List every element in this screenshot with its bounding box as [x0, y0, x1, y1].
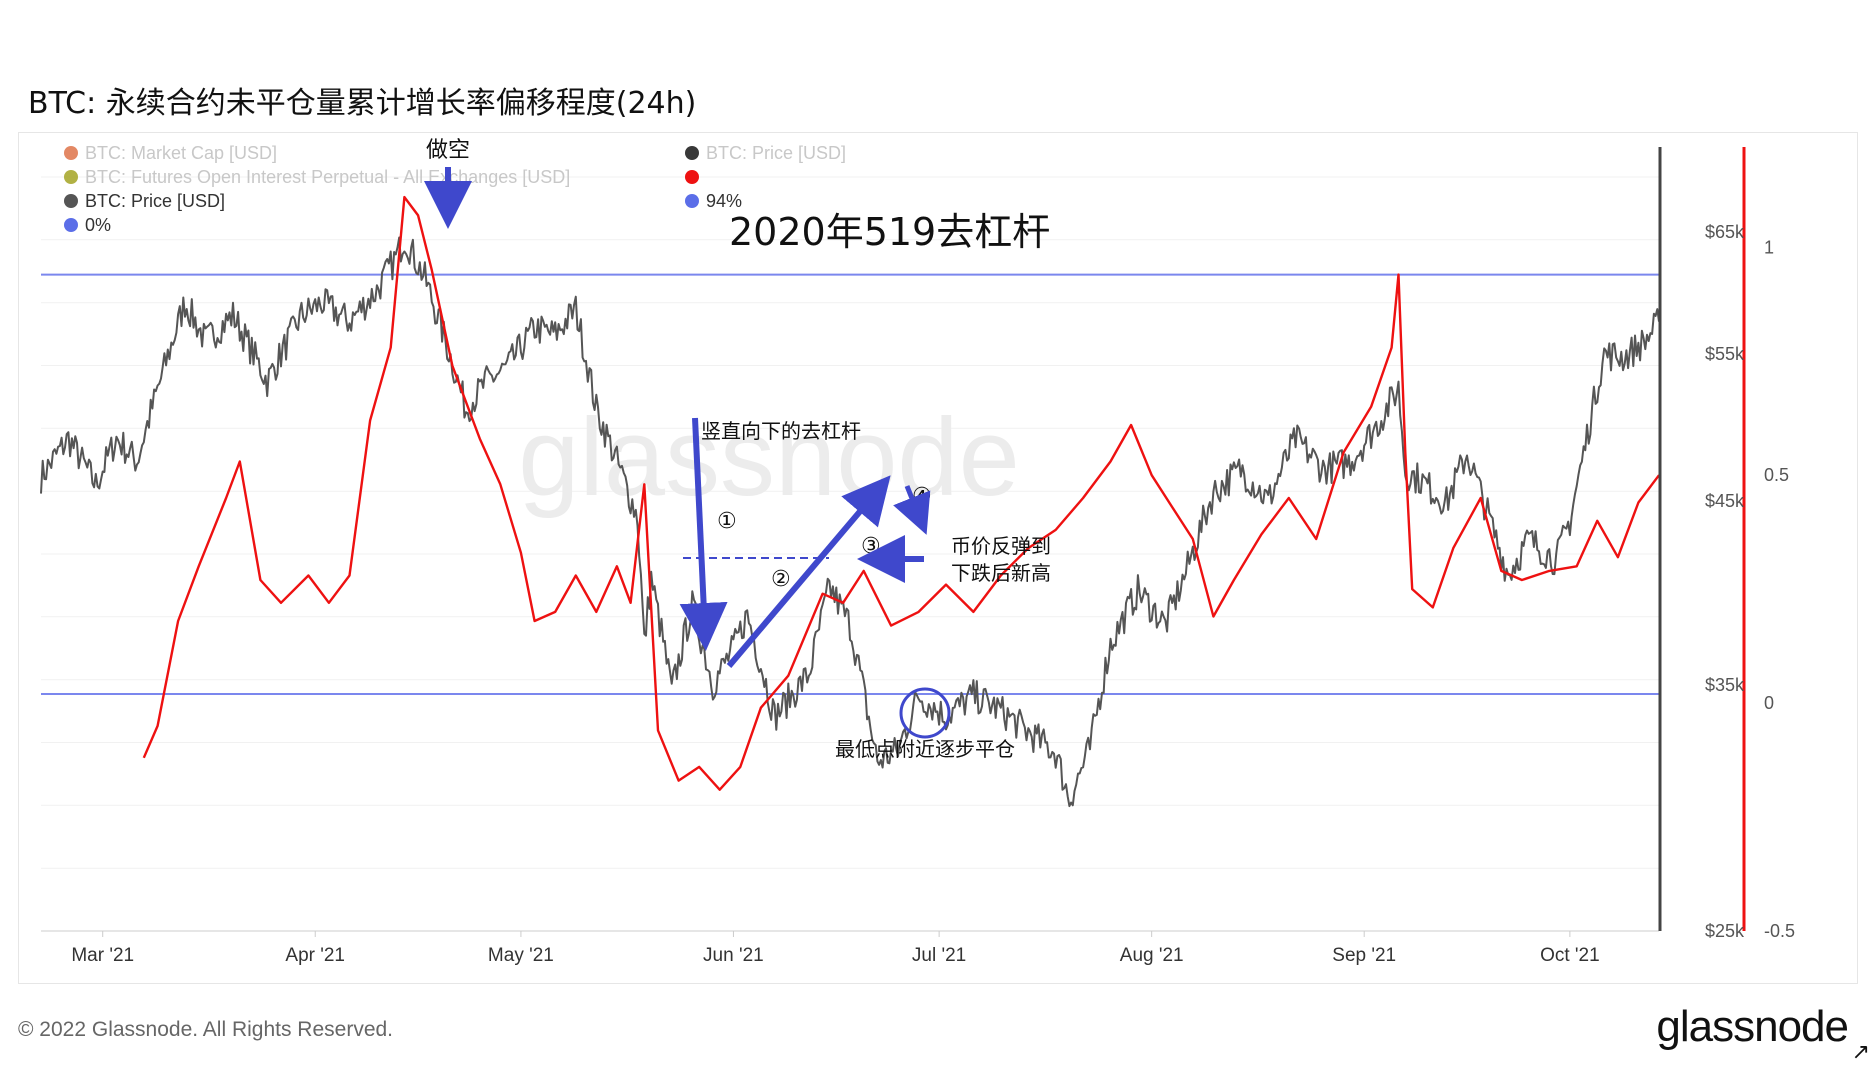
rebound-arrow: [726, 475, 891, 668]
annotations: 做空 2020年519去杠杆 竖直向下的去杠杆 ① ② ③ ④ 币价反弹到 下跌…: [424, 138, 1051, 761]
page-title: BTC: 永续合约未平仓量累计增长率偏移程度(24h): [28, 86, 697, 121]
x-tick-label: Aug '21: [1120, 945, 1184, 966]
circle-4-arrow: [893, 485, 931, 535]
rebound-label-line2: 下跌后新高: [951, 561, 1051, 585]
x-tick-label: Apr '21: [285, 945, 345, 966]
legend-label: 94%: [706, 191, 742, 211]
low-point-circle: [899, 687, 951, 739]
deleverage-2020-label: 2020年519去杠杆: [729, 210, 1050, 254]
legend-swatch: [685, 146, 699, 160]
circle-3-label: ③: [861, 534, 881, 559]
legend-label: BTC: Futures Open Interest Perpetual - A…: [85, 167, 570, 187]
glassnode-logo: glassnode: [1656, 1002, 1849, 1051]
vertical-deleverage-label: 竖直向下的去杠杆: [701, 419, 861, 443]
x-tick-label: May '21: [488, 945, 554, 966]
x-tick-labels: Mar '21 Apr '21 May '21 Jun '21 Jul '21 Aug '…: [71, 931, 1600, 966]
price-tick-labels: $25k $35k $45k $55k $65k: [1705, 222, 1745, 941]
series-line-ratio: [142, 195, 1660, 791]
series-line-price: [40, 236, 1660, 808]
logo-arrow-icon: ↗: [1851, 1040, 1870, 1065]
ratio-tick-label: 1: [1764, 237, 1774, 257]
price-tick-label: $55k: [1705, 344, 1745, 364]
ratio-tick-label: -0.5: [1764, 921, 1795, 941]
chart-panel: glassnode Mar '21 Apr '21 May '21 Jun '21 Ju…: [18, 132, 1858, 984]
x-tick-label: Jul '21: [912, 945, 966, 966]
legend-swatch: [64, 170, 78, 184]
close-near-low-label: 最低点附近逐步平仓: [835, 737, 1015, 761]
legend-label: BTC: Price [USD]: [706, 143, 846, 163]
legend-swatch: [685, 194, 699, 208]
price-tick-label: $45k: [1705, 491, 1745, 511]
chart-svg: glassnode Mar '21 Apr '21 May '21 Jun '21 Ju…: [40, 138, 1795, 966]
circle-1-label: ①: [717, 509, 737, 534]
legend-label: 0%: [85, 215, 111, 235]
x-tick-label: Jun '21: [703, 945, 764, 966]
rebound-label-line1: 币价反弹到: [951, 534, 1051, 558]
grid-lines: [41, 176, 1659, 932]
legend-swatch: [64, 218, 78, 232]
ratio-tick-labels: -0.5 0 0.5 1: [1764, 237, 1795, 941]
watermark: glassnode: [518, 396, 1020, 519]
legend-swatch: [685, 170, 699, 184]
x-tick-label: Mar '21: [71, 945, 134, 966]
circle-2-label: ②: [771, 567, 791, 592]
threshold-lines: [41, 273, 1659, 695]
vertical-deleverage-arrow: [679, 417, 728, 651]
footer-copyright: © 2022 Glassnode. All Rights Reserved.: [18, 1018, 394, 1041]
price-tick-label: $25k: [1705, 921, 1745, 941]
price-tick-label: $35k: [1705, 675, 1745, 695]
axes: [41, 147, 1746, 932]
legend-label: BTC: Market Cap [USD]: [85, 143, 277, 163]
ratio-tick-label: 0.5: [1764, 465, 1789, 485]
x-tick-label: Sep '21: [1332, 945, 1396, 966]
x-tick-label: Oct '21: [1540, 945, 1600, 966]
legend-label: BTC: Price [USD]: [85, 191, 225, 211]
short-label: 做空: [426, 138, 470, 163]
legend-swatch: [64, 194, 78, 208]
price-tick-label: $65k: [1705, 222, 1745, 242]
legend-swatch: [64, 146, 78, 160]
ratio-tick-label: 0: [1764, 693, 1774, 713]
series-lines: [40, 195, 1660, 808]
